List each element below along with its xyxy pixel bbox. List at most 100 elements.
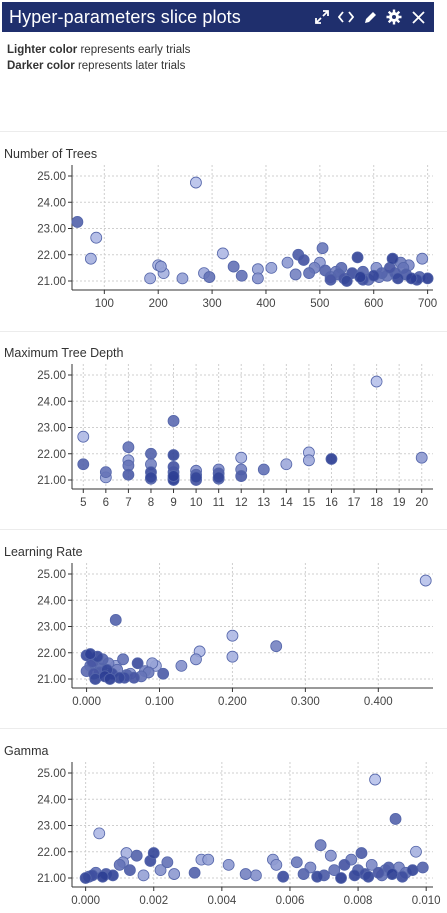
- data-point[interactable]: [144, 272, 157, 285]
- data-point[interactable]: [280, 458, 293, 471]
- data-point[interactable]: [392, 272, 404, 285]
- data-point[interactable]: [386, 868, 399, 880]
- data-point[interactable]: [104, 673, 116, 685]
- data-point[interactable]: [410, 845, 422, 858]
- data-point[interactable]: [289, 268, 302, 281]
- data-point[interactable]: [251, 272, 264, 285]
- data-point[interactable]: [190, 176, 202, 189]
- data-point[interactable]: [145, 447, 157, 460]
- data-point[interactable]: [235, 269, 248, 282]
- data-point[interactable]: [290, 856, 303, 869]
- data-point[interactable]: [122, 441, 135, 454]
- data-point[interactable]: [325, 453, 338, 465]
- data-point[interactable]: [71, 216, 84, 228]
- data-point[interactable]: [190, 653, 202, 666]
- data-point[interactable]: [297, 868, 310, 880]
- data-point[interactable]: [93, 827, 106, 840]
- data-point[interactable]: [311, 870, 324, 883]
- data-point[interactable]: [348, 869, 361, 882]
- data-point[interactable]: [250, 869, 262, 882]
- data-point[interactable]: [367, 269, 380, 282]
- data-point[interactable]: [130, 849, 143, 862]
- data-point[interactable]: [265, 261, 278, 274]
- data-point[interactable]: [324, 849, 337, 862]
- data-point[interactable]: [106, 869, 119, 882]
- data-point[interactable]: [235, 451, 248, 464]
- data-point[interactable]: [131, 657, 144, 670]
- data-point[interactable]: [303, 267, 315, 280]
- data-point[interactable]: [239, 868, 252, 880]
- data-point[interactable]: [117, 653, 129, 666]
- data-point[interactable]: [270, 858, 283, 871]
- data-point[interactable]: [351, 251, 364, 264]
- data-point[interactable]: [167, 449, 180, 461]
- data-point[interactable]: [354, 271, 367, 283]
- data-point[interactable]: [216, 247, 229, 260]
- data-point[interactable]: [257, 463, 270, 476]
- data-point[interactable]: [416, 861, 429, 874]
- data-point[interactable]: [226, 650, 239, 663]
- data-point[interactable]: [161, 856, 174, 869]
- data-point[interactable]: [297, 254, 310, 266]
- data-point[interactable]: [222, 858, 235, 871]
- data-point[interactable]: [419, 574, 432, 587]
- data-point[interactable]: [212, 471, 225, 484]
- data-point[interactable]: [175, 659, 188, 672]
- data-point[interactable]: [167, 470, 180, 482]
- data-point[interactable]: [277, 870, 290, 883]
- expand-icon[interactable]: [310, 6, 334, 28]
- data-point[interactable]: [314, 839, 327, 852]
- pencil-icon[interactable]: [358, 6, 382, 28]
- data-point[interactable]: [226, 629, 239, 642]
- data-point[interactable]: [84, 648, 97, 660]
- data-point[interactable]: [389, 813, 402, 825]
- data-point[interactable]: [168, 868, 181, 880]
- data-point[interactable]: [113, 858, 126, 871]
- data-point[interactable]: [421, 272, 434, 285]
- data-point[interactable]: [167, 415, 180, 427]
- data-point[interactable]: [396, 870, 409, 883]
- code-icon[interactable]: [334, 6, 358, 28]
- data-point[interactable]: [202, 853, 215, 866]
- data-point[interactable]: [316, 242, 329, 255]
- data-point[interactable]: [77, 458, 90, 471]
- data-point[interactable]: [235, 470, 248, 482]
- data-point[interactable]: [372, 866, 385, 879]
- data-point[interactable]: [406, 864, 419, 877]
- data-point[interactable]: [109, 614, 122, 626]
- data-point[interactable]: [338, 858, 351, 871]
- data-point[interactable]: [270, 640, 283, 653]
- data-point[interactable]: [99, 466, 112, 479]
- data-point[interactable]: [335, 872, 347, 884]
- data-point[interactable]: [328, 864, 341, 877]
- data-point[interactable]: [281, 256, 294, 269]
- data-point[interactable]: [154, 864, 167, 877]
- close-icon[interactable]: [406, 6, 430, 28]
- data-point[interactable]: [416, 252, 429, 265]
- data-point[interactable]: [188, 866, 201, 879]
- data-point[interactable]: [365, 858, 378, 871]
- data-point[interactable]: [369, 773, 382, 786]
- data-point[interactable]: [123, 864, 136, 877]
- data-point[interactable]: [122, 468, 135, 481]
- data-point[interactable]: [84, 252, 97, 265]
- data-point[interactable]: [370, 375, 383, 388]
- data-point[interactable]: [147, 847, 160, 859]
- data-point[interactable]: [355, 847, 368, 859]
- data-point[interactable]: [386, 252, 399, 265]
- data-point[interactable]: [340, 275, 353, 287]
- data-point[interactable]: [96, 870, 109, 883]
- data-point[interactable]: [319, 264, 332, 277]
- data-point[interactable]: [176, 272, 189, 285]
- data-point[interactable]: [79, 872, 92, 884]
- data-point[interactable]: [77, 430, 90, 443]
- data-point[interactable]: [362, 870, 375, 883]
- data-point[interactable]: [303, 454, 315, 467]
- data-point[interactable]: [324, 273, 337, 286]
- data-point[interactable]: [157, 667, 170, 680]
- data-point[interactable]: [137, 869, 150, 882]
- data-point[interactable]: [405, 272, 418, 285]
- data-point[interactable]: [90, 231, 103, 244]
- data-point[interactable]: [145, 471, 157, 484]
- data-point[interactable]: [155, 260, 167, 273]
